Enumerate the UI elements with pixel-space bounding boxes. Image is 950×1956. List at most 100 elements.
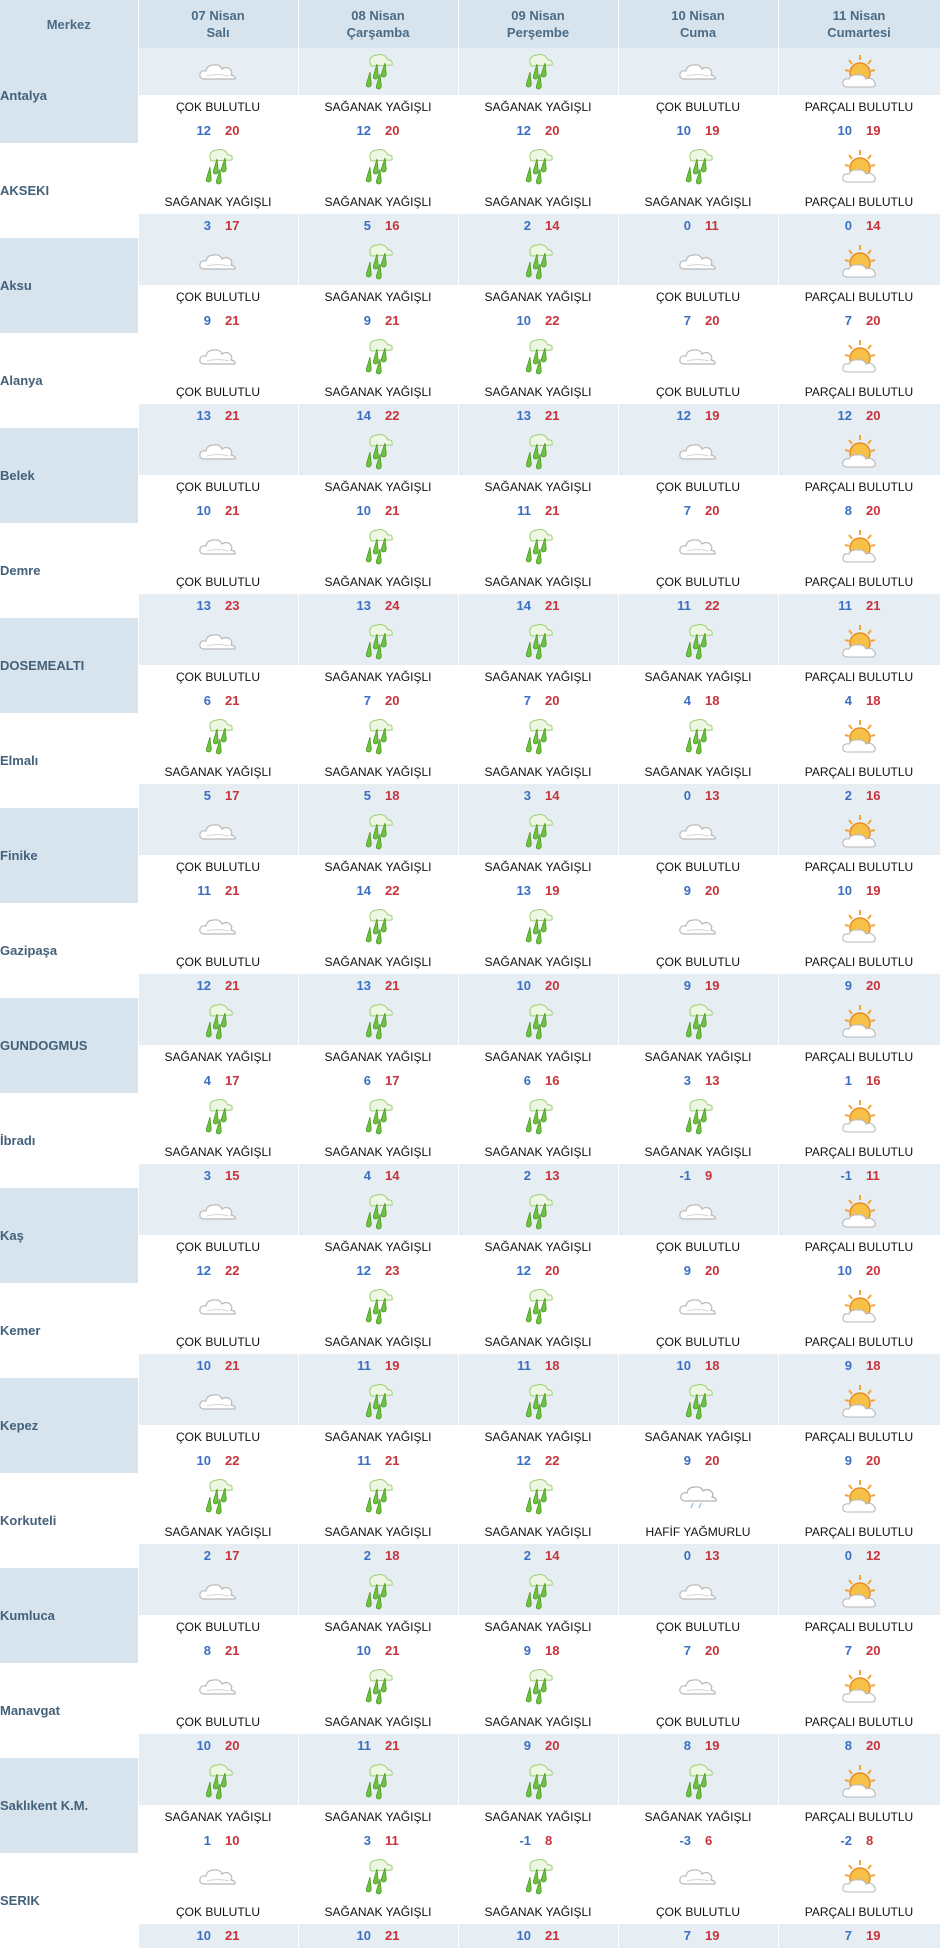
condition-label: SAĞANAK YAĞIŞLI — [298, 190, 458, 214]
min-temperature: 12 — [676, 408, 691, 423]
max-temperature: 10 — [225, 1833, 240, 1848]
shower-rain-icon — [195, 147, 241, 187]
temperature-range: 3 17 — [138, 214, 298, 238]
day-forecast-cell: SAĞANAK YAĞIŞLI 3 13 — [618, 998, 779, 1093]
min-temperature: 2 — [523, 218, 531, 233]
shower-rain-icon — [355, 1477, 401, 1517]
city-row: SERIK ÇOK BULUTLU 10 21 SAĞANAK YAĞIŞLI 10 21 S… — [0, 1853, 941, 1948]
min-temperature: 7 — [683, 503, 691, 518]
condition-label: SAĞANAK YAĞIŞLI — [458, 95, 618, 119]
city-row: Saklıkent K.M. SAĞANAK YAĞIŞLI 1 10 SAĞANAK … — [0, 1758, 941, 1853]
city-name[interactable]: Antalya — [0, 48, 139, 143]
max-temperature: 9 — [705, 1168, 713, 1183]
city-name[interactable]: SERIK — [0, 1853, 139, 1948]
city-name[interactable]: Belek — [0, 428, 139, 523]
cloud-icon — [195, 432, 241, 472]
condition-label: SAĞANAK YAĞIŞLI — [618, 190, 778, 214]
city-name[interactable]: AKSEKI — [0, 143, 139, 238]
condition-label: SAĞANAK YAĞIŞLI — [458, 190, 618, 214]
min-temperature: 1 — [203, 1833, 211, 1848]
min-temperature: 11 — [197, 883, 211, 898]
condition-label: SAĞANAK YAĞIŞLI — [298, 1425, 458, 1449]
day-forecast-cell: SAĞANAK YAĞIŞLI 5 17 — [138, 713, 299, 808]
condition-label: SAĞANAK YAĞIŞLI — [618, 1805, 778, 1829]
city-name[interactable]: Demre — [0, 523, 139, 618]
shower-rain-icon — [515, 1477, 561, 1517]
temperature-range: 10 21 — [138, 1924, 298, 1948]
city-name[interactable]: Kepez — [0, 1378, 139, 1473]
temperature-range: 3 14 — [458, 784, 618, 808]
day-forecast-cell: SAĞANAK YAĞIŞLI -3 6 — [618, 1758, 779, 1853]
max-temperature: 17 — [225, 1073, 240, 1088]
temperature-range: 7 19 — [618, 1924, 778, 1948]
max-temperature: 20 — [866, 978, 881, 993]
shower-rain-icon — [355, 1097, 401, 1137]
temperature-range: 10 21 — [298, 1924, 458, 1948]
max-temperature: 18 — [866, 693, 881, 708]
city-name[interactable]: Kaş — [0, 1188, 139, 1283]
condition-label: ÇOK BULUTLU — [138, 665, 298, 689]
day-forecast-cell: SAĞANAK YAĞIŞLI 11 21 — [298, 1378, 459, 1473]
max-temperature: 8 — [545, 1833, 553, 1848]
min-temperature: 3 — [363, 1833, 371, 1848]
shower-rain-icon — [355, 52, 401, 92]
sun-behind-cloud-icon — [836, 717, 882, 757]
city-name[interactable]: Saklıkent K.M. — [0, 1758, 139, 1853]
city-name[interactable]: GUNDOGMUS — [0, 998, 139, 1093]
shower-rain-icon — [515, 432, 561, 472]
condition-label: SAĞANAK YAĞIŞLI — [298, 380, 458, 404]
city-name[interactable]: Finike — [0, 808, 139, 903]
condition-label: SAĞANAK YAĞIŞLI — [298, 855, 458, 879]
city-name[interactable]: Kumluca — [0, 1568, 139, 1663]
max-temperature: 11 — [705, 218, 719, 233]
min-temperature: 10 — [837, 1263, 852, 1278]
day-forecast-cell: SAĞANAK YAĞIŞLI 14 21 — [458, 523, 619, 618]
city-name[interactable]: Kemer — [0, 1283, 139, 1378]
day-forecast-cell: ÇOK BULUTLU 9 19 — [618, 903, 779, 998]
condition-label: PARÇALI BULUTLU — [778, 665, 940, 689]
shower-rain-icon — [515, 812, 561, 852]
city-name[interactable]: Elmalı — [0, 713, 139, 808]
day-forecast-cell: SAĞANAK YAĞIŞLI 2 14 — [458, 1473, 619, 1568]
city-name[interactable]: Alanya — [0, 333, 139, 428]
city-name[interactable]: İbradı — [0, 1093, 139, 1188]
temperature-range: 7 20 — [618, 499, 778, 523]
cloud-icon — [675, 527, 721, 567]
condition-label: PARÇALI BULUTLU — [778, 1425, 940, 1449]
max-temperature: 20 — [545, 1738, 560, 1753]
condition-label: ÇOK BULUTLU — [138, 1710, 298, 1734]
day-forecast-cell: ÇOK BULUTLU 13 21 — [138, 333, 299, 428]
day-forecast-cell: SAĞANAK YAĞIŞLI 10 21 — [298, 428, 459, 523]
min-temperature: 2 — [844, 788, 852, 803]
day-forecast-cell: SAĞANAK YAĞIŞLI 13 21 — [458, 333, 619, 428]
temperature-range: 10 21 — [138, 499, 298, 523]
cloud-icon — [195, 1192, 241, 1232]
temperature-range: 0 12 — [778, 1544, 940, 1568]
city-name[interactable]: Manavgat — [0, 1663, 139, 1758]
condition-label: ÇOK BULUTLU — [618, 380, 778, 404]
min-temperature: 9 — [844, 1358, 852, 1373]
sun-behind-cloud-icon — [836, 527, 882, 567]
day-forecast-cell: SAĞANAK YAĞIŞLI 4 17 — [138, 998, 299, 1093]
condition-label: ÇOK BULUTLU — [138, 1330, 298, 1354]
temperature-range: 11 19 — [298, 1354, 458, 1378]
condition-label: ÇOK BULUTLU — [618, 1900, 778, 1924]
day-forecast-cell: ÇOK BULUTLU 7 19 — [618, 1853, 779, 1948]
city-name[interactable]: DOSEMEALTI — [0, 618, 139, 713]
max-temperature: 6 — [705, 1833, 713, 1848]
sun-behind-cloud-icon — [836, 147, 882, 187]
condition-label: PARÇALI BULUTLU — [778, 1045, 940, 1069]
day-forecast-cell: SAĞANAK YAĞIŞLI 3 11 — [298, 1758, 459, 1853]
condition-label: SAĞANAK YAĞIŞLI — [458, 1615, 618, 1639]
city-row: DOSEMEALTI ÇOK BULUTLU 6 21 SAĞANAK YAĞIŞLI 7… — [0, 618, 941, 713]
min-temperature: 4 — [203, 1073, 211, 1088]
min-temperature: 12 — [516, 123, 531, 138]
condition-label: ÇOK BULUTLU — [138, 380, 298, 404]
day-forecast-cell: ÇOK BULUTLU 10 18 — [618, 1283, 779, 1378]
cloud-icon — [675, 907, 721, 947]
city-name[interactable]: Aksu — [0, 238, 139, 333]
city-name[interactable]: Korkuteli — [0, 1473, 139, 1568]
max-temperature: 20 — [866, 313, 881, 328]
city-name[interactable]: Gazipaşa — [0, 903, 139, 998]
